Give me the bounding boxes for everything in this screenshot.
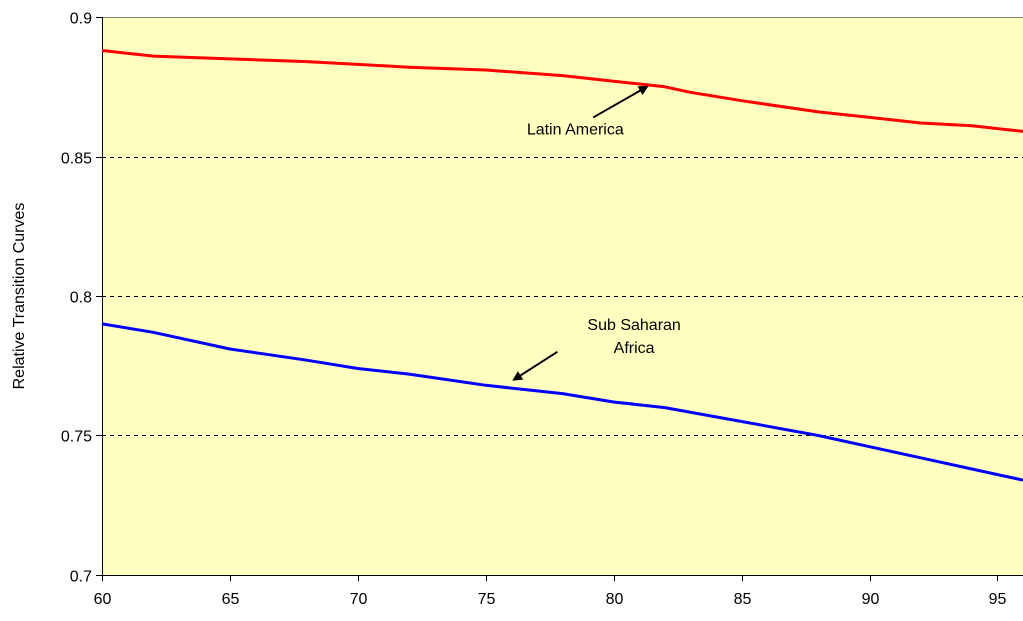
series-layer	[101, 49, 1023, 482]
annotations: Latin America Sub Saharan Africa	[512, 85, 681, 381]
x-tick-label: 95	[989, 591, 1007, 608]
annotation-label: Sub Saharan	[587, 317, 680, 334]
x-tick-label: 85	[734, 591, 752, 608]
y-axis-title: Relative Transition Curves	[11, 203, 28, 390]
annotation-arrow	[512, 350, 558, 381]
axes	[96, 17, 1023, 581]
x-tick-label: 90	[862, 591, 880, 608]
x-tick-label: 70	[350, 591, 368, 608]
gridlines	[102, 17, 1023, 436]
series-line-1	[101, 322, 1023, 482]
annotation-label: Africa	[614, 340, 655, 357]
y-tick-label: 0.8	[70, 290, 92, 307]
annotation-arrow	[592, 85, 649, 119]
y-tick-label: 0.9	[70, 11, 92, 28]
x-tick-label: 75	[478, 591, 496, 608]
y-tick-label: 0.75	[61, 429, 92, 446]
y-tick-label: 0.7	[70, 569, 92, 586]
series-line-0	[101, 49, 1023, 133]
y-tick-label: 0.85	[61, 151, 92, 168]
tick-labels: 0.7 0.75 0.8 0.85 0.9 60 65 70 75 80 85 90 95	[61, 11, 1007, 609]
annotation-label: Latin America	[527, 122, 624, 139]
x-tick-label: 60	[94, 591, 112, 608]
x-tick-label: 65	[222, 591, 240, 608]
x-tick-label: 80	[606, 591, 624, 608]
